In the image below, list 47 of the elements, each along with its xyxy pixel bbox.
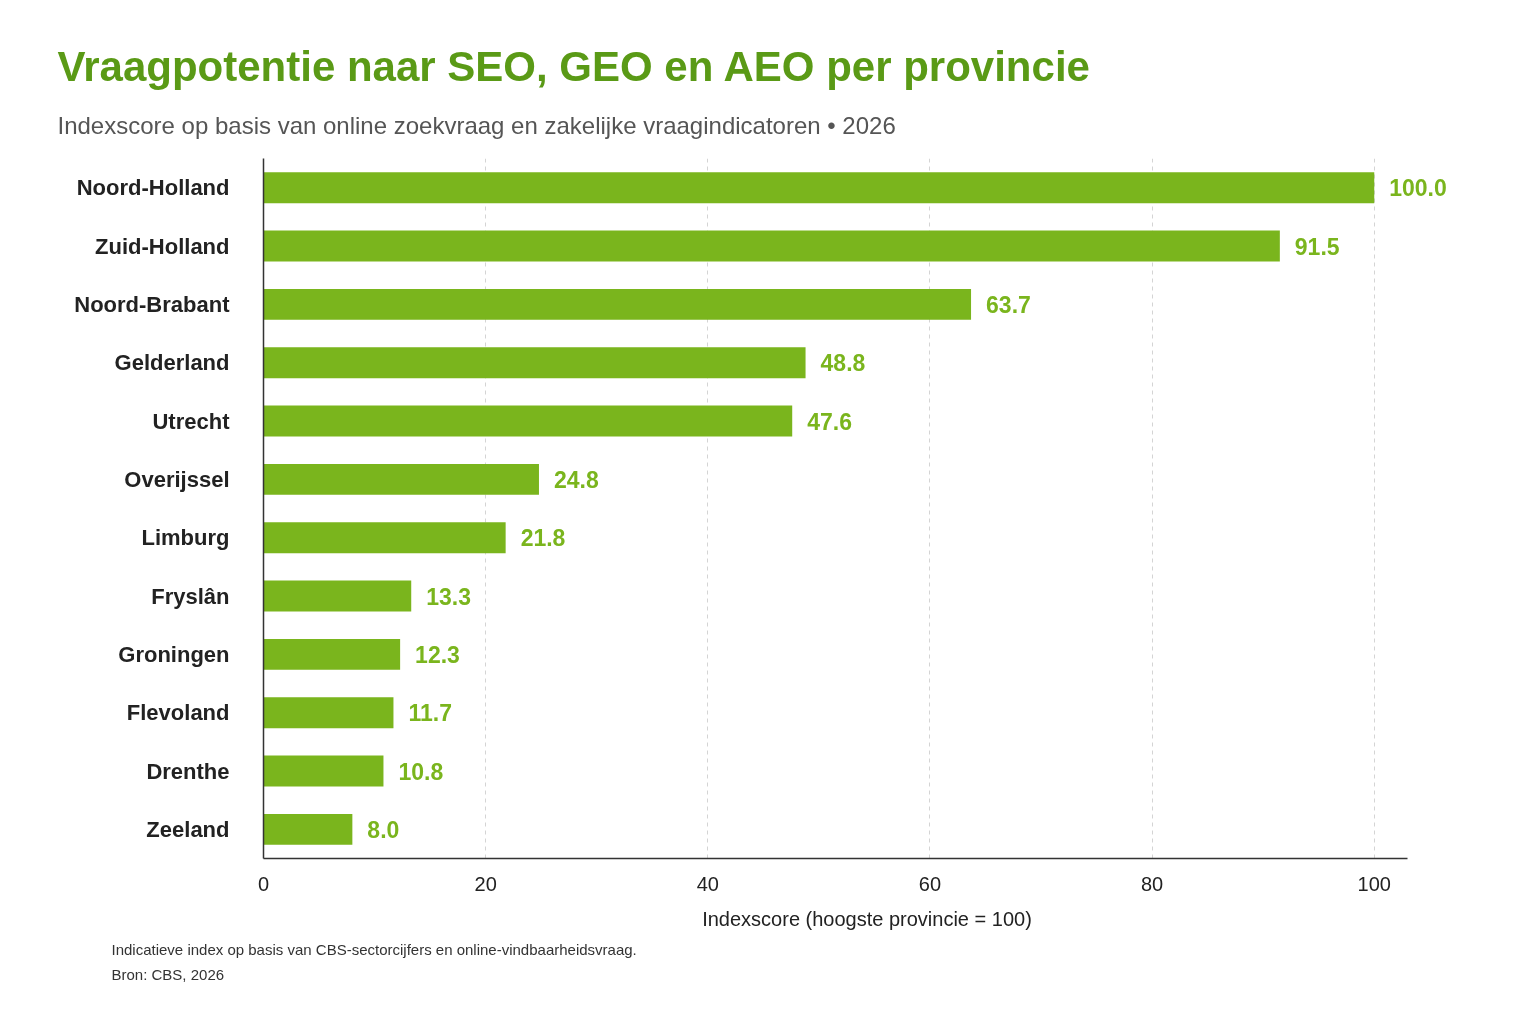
data-label: 24.8 (553, 466, 599, 493)
bar (263, 288, 972, 320)
data-label: 11.7 (408, 700, 452, 727)
data-label: 47.6 (807, 408, 852, 435)
x-tick-label: 0 (257, 872, 270, 895)
bar (263, 230, 1280, 262)
data-label: 12.3 (415, 641, 460, 668)
data-label: 21.8 (520, 525, 566, 552)
data-label: 13.3 (426, 583, 471, 610)
text: Bron: CBS, 2026 (111, 965, 225, 983)
bar (263, 697, 394, 729)
y-tick-label: Limburg (141, 525, 230, 551)
y-tick-label: Fryslân (151, 583, 230, 609)
bar (263, 580, 412, 612)
y-tick-label: Zuid-Holland (95, 233, 230, 259)
chart-title: Vraagpotentie naar SEO, GEO en AEO per provincie (57, 42, 1090, 90)
data-label: 48.8 (820, 350, 866, 377)
bar (263, 755, 384, 787)
x-tick-label: 60 (918, 872, 942, 895)
data-label: 10.8 (398, 758, 444, 785)
bar (263, 405, 793, 437)
y-tick-label: Flevoland (126, 700, 230, 726)
bar (263, 638, 401, 670)
y-tick-label: Utrecht (152, 408, 231, 434)
data-label: 8.0 (367, 816, 400, 843)
data-label: 63.7 (986, 291, 1031, 318)
x-axis-title: Indexscore (hoogste provincie = 100) (702, 907, 1032, 930)
y-tick-label: Zeeland (146, 816, 230, 842)
y-tick-label: Noord-Brabant (74, 291, 231, 317)
bar (263, 813, 353, 845)
x-tick-label: 100 (1357, 872, 1391, 895)
bar (263, 172, 1375, 204)
bar (263, 347, 806, 379)
bar (263, 522, 506, 554)
chart-subtitle: Indexscore op basis van online zoekvraag en zakelijke vraagindicatoren • 2026 (57, 111, 896, 139)
data-label: 91.5 (1294, 233, 1340, 260)
bar (263, 463, 539, 495)
x-tick-label: 20 (474, 872, 497, 895)
x-tick-label: 40 (696, 872, 719, 895)
y-tick-label: Groningen (118, 641, 230, 667)
y-tick-label: Drenthe (146, 758, 230, 784)
x-tick-label: 80 (1140, 872, 1164, 895)
y-tick-label: Overijssel (124, 466, 230, 492)
data-label: 100.0 (1389, 175, 1447, 202)
text: Indicatieve index op basis van CBS-sectorcijfers en online-vindbaarheidsvraag. (111, 940, 637, 958)
y-tick-label: Noord-Holland (76, 175, 230, 201)
y-tick-label: Gelderland (114, 350, 230, 376)
